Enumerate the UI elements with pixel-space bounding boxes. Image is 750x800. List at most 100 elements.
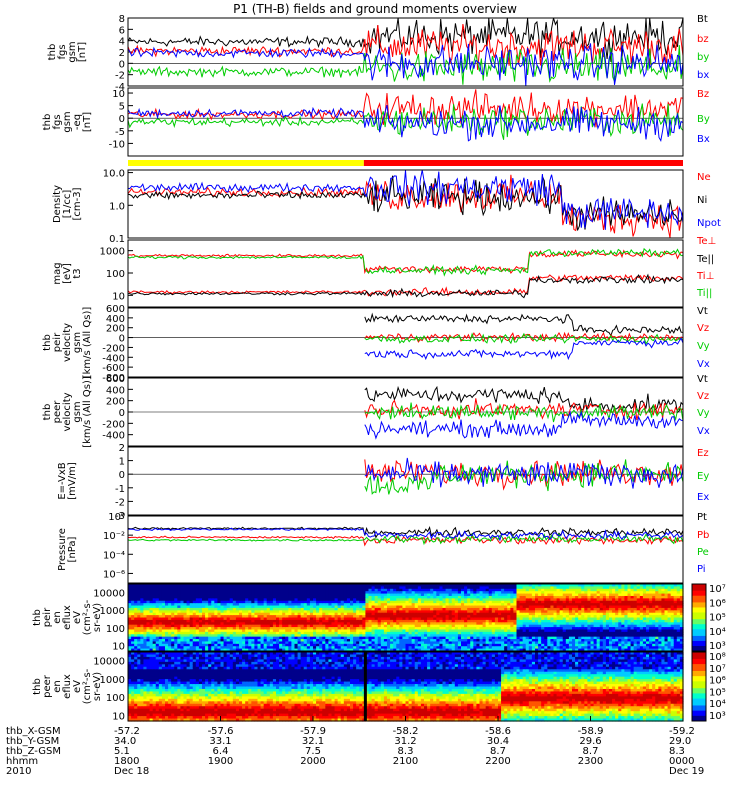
spectrogram-cell bbox=[346, 627, 351, 631]
y-axis-label: thb bbox=[47, 44, 58, 61]
y-tick-label: 2 bbox=[119, 48, 125, 59]
spectrogram-cell bbox=[541, 619, 545, 623]
spectrogram-cell bbox=[581, 619, 585, 623]
spectrogram-cell bbox=[513, 584, 518, 587]
spectrogram-cell bbox=[189, 629, 194, 633]
spectrogram-cell bbox=[276, 612, 280, 616]
spectrogram-cell bbox=[353, 584, 357, 587]
spectrogram-cell bbox=[470, 627, 474, 631]
spectrogram-cell bbox=[596, 619, 601, 623]
spectrogram-cell bbox=[294, 624, 299, 628]
spectrogram-cell bbox=[380, 586, 385, 590]
spectrogram-cell bbox=[531, 600, 536, 604]
spectrogram-cell bbox=[180, 646, 185, 650]
spectrogram-cell bbox=[362, 648, 367, 652]
spectrogram-cell bbox=[223, 627, 228, 631]
spectrogram-cell bbox=[202, 622, 206, 626]
spectrogram-cell bbox=[621, 607, 626, 611]
spectrogram-cell bbox=[334, 593, 339, 597]
spectrogram-cell bbox=[248, 627, 252, 631]
spectrogram-cell bbox=[618, 615, 622, 619]
spectrogram-cell bbox=[291, 588, 296, 592]
spectrogram-cell bbox=[155, 584, 160, 587]
spectrogram-cell bbox=[202, 646, 206, 650]
spectrogram-cell bbox=[547, 646, 552, 650]
spectrogram-cell bbox=[291, 624, 296, 628]
spectrogram-cell bbox=[522, 639, 527, 643]
spectrogram-cell bbox=[248, 584, 252, 587]
spectrogram-cell bbox=[208, 588, 212, 592]
spectrogram-cell bbox=[248, 619, 252, 623]
spectrogram-cell bbox=[220, 634, 225, 638]
spectrogram-cell bbox=[137, 631, 141, 635]
spectrogram-cell bbox=[297, 591, 302, 595]
spectrogram-cell bbox=[602, 600, 607, 604]
spectrogram-cell bbox=[587, 639, 592, 643]
spectrogram-cell bbox=[232, 629, 237, 633]
spectrogram-cell bbox=[282, 646, 286, 650]
spectrogram-cell bbox=[143, 598, 148, 602]
spectrogram-cell bbox=[609, 593, 613, 597]
spectrogram-cell bbox=[371, 593, 376, 597]
spectrogram-cell bbox=[491, 588, 496, 592]
spectrogram-cell bbox=[627, 634, 632, 638]
spectrogram-cell bbox=[547, 615, 552, 619]
spectrogram-cell bbox=[377, 595, 382, 599]
spectrogram-cell bbox=[609, 619, 613, 623]
spectrogram-cell bbox=[245, 615, 249, 619]
spectrogram-cell bbox=[131, 624, 135, 628]
spectrogram-cell bbox=[356, 643, 360, 647]
spectrogram-cell bbox=[544, 648, 548, 652]
spectrogram-cell bbox=[134, 634, 138, 638]
spectrogram-cell bbox=[149, 615, 154, 619]
spectrogram-cell bbox=[642, 612, 647, 616]
spectrogram-cell bbox=[362, 624, 367, 628]
spectrogram-cell bbox=[399, 600, 404, 604]
spectrogram-cell bbox=[593, 588, 598, 592]
spectrogram-cell bbox=[208, 639, 212, 643]
spectrogram-cell bbox=[137, 593, 141, 597]
spectrogram-cell bbox=[602, 598, 607, 602]
y-axis-label: thb bbox=[42, 404, 53, 421]
spectrogram-cell bbox=[306, 595, 311, 599]
spectrogram-cell bbox=[202, 610, 206, 614]
spectrogram-cell bbox=[442, 646, 447, 650]
spectrogram-cell bbox=[618, 646, 622, 650]
spectrogram-cell bbox=[161, 588, 166, 592]
spectrogram-cell bbox=[420, 595, 425, 599]
spectrogram-cell bbox=[337, 586, 342, 590]
spectrogram-cell bbox=[568, 622, 573, 626]
spectrogram-cell bbox=[340, 643, 345, 647]
spectrogram-cell bbox=[377, 622, 382, 626]
spectrogram-cell bbox=[476, 634, 481, 638]
spectrogram-cell bbox=[303, 631, 308, 635]
spectrogram-cell bbox=[408, 634, 413, 638]
spectrogram-cell bbox=[621, 591, 626, 595]
spectrogram-cell bbox=[461, 631, 465, 635]
spectrogram-cell bbox=[528, 641, 533, 645]
spectrogram-cell bbox=[257, 600, 262, 604]
spectrogram-cell bbox=[436, 600, 441, 604]
spectrogram-cell bbox=[356, 593, 360, 597]
spectrogram-cell bbox=[223, 605, 228, 609]
spectrogram-cell bbox=[402, 641, 407, 645]
spectrogram-cell bbox=[593, 607, 598, 611]
spectrogram-cell bbox=[309, 591, 314, 595]
spectrogram-cell bbox=[457, 584, 462, 587]
spectrogram-cell bbox=[245, 600, 249, 604]
spectrogram-cell bbox=[498, 641, 502, 645]
spectrogram-cell bbox=[306, 615, 311, 619]
spectrogram-cell bbox=[417, 607, 422, 611]
spectrogram-cell bbox=[627, 622, 632, 626]
spectrogram-cell bbox=[235, 607, 240, 611]
spectrogram-cell bbox=[525, 627, 530, 631]
spectrogram-cell bbox=[531, 636, 536, 640]
spectrogram-cell bbox=[208, 624, 212, 628]
spectrogram-cell bbox=[383, 636, 388, 640]
spectrogram-cell bbox=[581, 605, 585, 609]
spectrogram-cell bbox=[454, 586, 459, 590]
spectrogram-cell bbox=[195, 641, 200, 645]
y-tick-label: 5 bbox=[119, 102, 125, 113]
spectrogram-cell bbox=[276, 598, 280, 602]
spectrogram-cell bbox=[291, 629, 296, 633]
